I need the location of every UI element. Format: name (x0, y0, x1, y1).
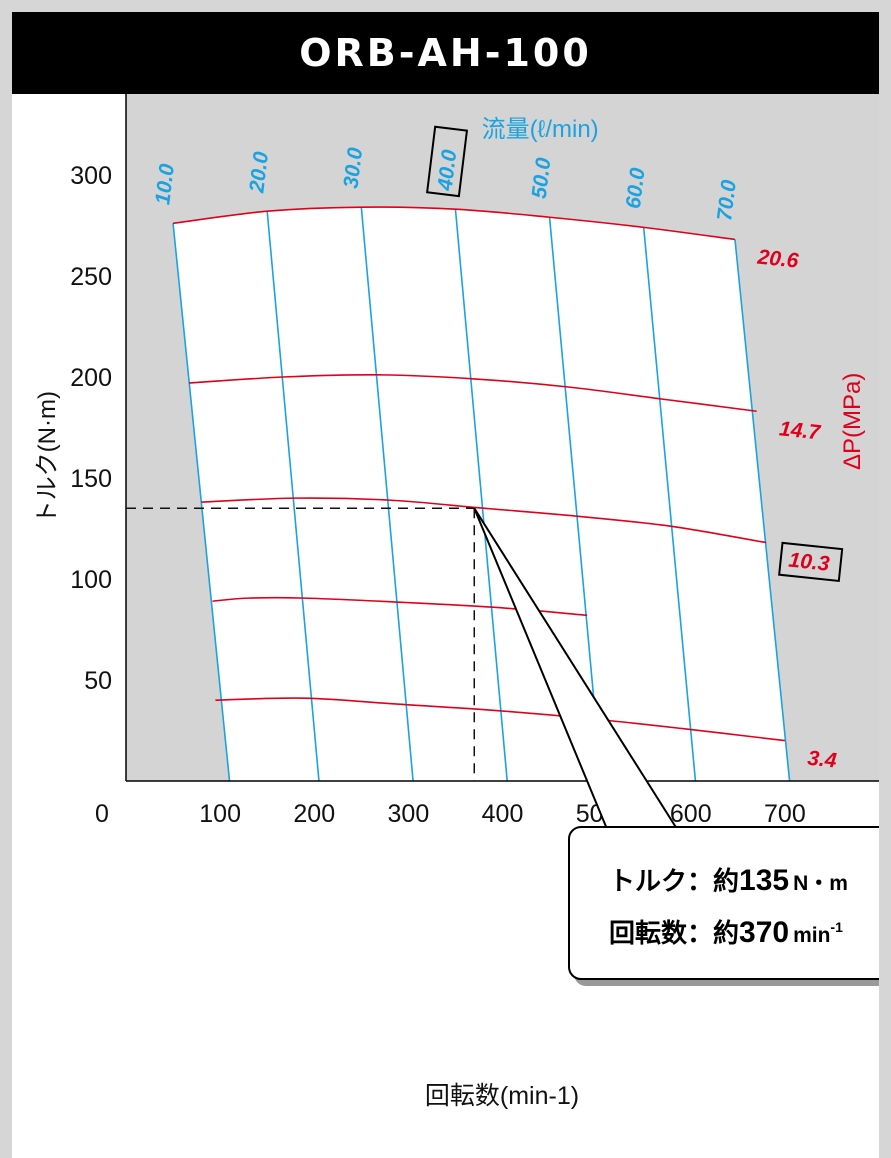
y-tick-label: 50 (84, 667, 112, 695)
pressure-label-3.4: 3.4 (806, 747, 838, 773)
y-tick-label: 200 (70, 364, 112, 392)
callout-torque: トルク：約135 N・m (609, 864, 848, 897)
callout-speed: 回転数：約370 min-1 (609, 916, 843, 949)
flow-line-40.0 (454, 209, 509, 782)
flow-label-70.0: 70.0 (713, 178, 741, 222)
chart-title: ORB-AH-100 (12, 12, 879, 94)
callout-pointer-join (599, 829, 681, 834)
flow-label-50.0: 50.0 (528, 156, 556, 200)
flow-label-10.0: 10.0 (151, 162, 179, 206)
x-axis-title: 回転数(min-1) (425, 1082, 579, 1110)
pressure-label-14.7: 14.7 (778, 417, 822, 444)
flow-line-50.0 (548, 217, 603, 782)
pressure-curve-20.6 (172, 206, 736, 241)
flow-line-60.0 (642, 227, 697, 782)
pressure-axis-title: ΔP(MPa) (839, 373, 866, 470)
pressure-curve-14.7 (189, 374, 757, 413)
flow-label-highlight-box (426, 125, 469, 198)
pressure-label-highlight-box (778, 541, 844, 583)
y-tick-label: 100 (70, 566, 112, 594)
y-tick-label: 300 (70, 162, 112, 190)
flow-line-70.0 (734, 239, 791, 782)
chart-svg: 0 100 200 300 400 500 600 70050100150200250300回… (34, 94, 879, 1110)
x-tick-label: 300 (388, 800, 430, 828)
y-tick-label: 150 (70, 465, 112, 493)
pressure-curve-10.3 (201, 497, 767, 544)
y-tick-label: 250 (70, 263, 112, 291)
pressure-label-20.6: 20.6 (755, 245, 799, 272)
flow-line-30.0 (360, 207, 414, 782)
flow-label-60.0: 60.0 (622, 166, 650, 210)
flow-label-20.0: 20.0 (245, 150, 273, 195)
flow-label-30.0: 30.0 (339, 146, 367, 190)
pressure-label-10.3: 10.3 (788, 549, 831, 576)
chart-frame: ORB-AH-100 0 100 200 300 400 500 600 700 50 100 15… (12, 12, 879, 1158)
flow-label-40.0: 40.0 (433, 148, 461, 193)
x-tick-label: 0 (95, 800, 109, 828)
x-tick-label: 100 (199, 800, 241, 828)
x-tick-label: 400 (482, 800, 524, 828)
x-tick-label: 200 (293, 800, 335, 828)
x-tick-label: 600 (670, 800, 712, 828)
pressure-curve-partial (212, 596, 588, 617)
pressure-curve-3.4 (215, 697, 785, 742)
flow-line-20.0 (266, 211, 320, 782)
x-tick-label: 700 (764, 800, 806, 828)
callout-box (568, 826, 879, 980)
y-axis-title: トルク(N·m) (34, 391, 61, 524)
flow-axis-title: 流量(ℓ/min) (482, 116, 599, 143)
